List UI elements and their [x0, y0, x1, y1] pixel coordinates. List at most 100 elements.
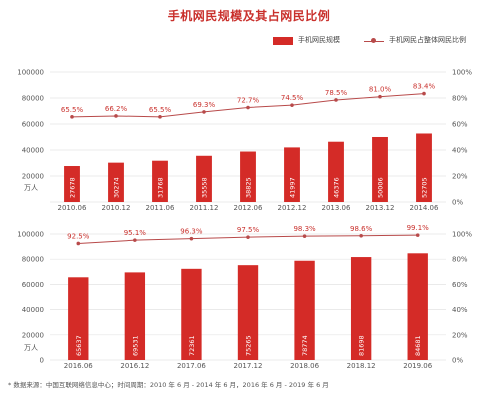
panel2-bar-value-label: 84681	[414, 335, 422, 356]
panel2-y2-tick-label: 40%	[452, 306, 468, 314]
panel2-x-tick-label: 2019.06	[403, 362, 432, 370]
panel2-ratio-point	[415, 233, 420, 237]
panel1-y-tick-label: 60000	[22, 121, 44, 129]
panel1-ratio-point	[114, 114, 118, 118]
panel2-x-tick-label: 2017.06	[177, 362, 206, 370]
panel1-bar-value-label: 38825	[245, 177, 253, 198]
panel1-x-tick-label: 2011.12	[190, 204, 219, 212]
panel2-y-tick-label: 100000	[17, 231, 44, 239]
panel1-x-tick-label: 2012.06	[234, 204, 263, 212]
source-footnote: * 数据来源：中国互联网络信息中心；时间周期：2010 年 6 月 - 2014…	[8, 381, 329, 389]
panel2-bar	[181, 268, 202, 360]
panel1-x-tick-label: 2014.06	[410, 204, 439, 212]
panel1-y2-tick-label: 100%	[452, 69, 472, 77]
panel2-bar-value-label: 69531	[131, 335, 139, 356]
panel1-bar	[64, 166, 80, 202]
panel1-bar-value-label: 27678	[69, 177, 77, 198]
panel2-y2-tick-label: 100%	[452, 231, 472, 239]
panel1-y2-tick-label: 60%	[452, 121, 468, 129]
panel1-ratio-label: 78.5%	[325, 89, 348, 97]
panel2-y2-tick-label: 20%	[452, 331, 468, 339]
panel2-bar-value-label: 78774	[301, 335, 309, 356]
panel1-ratio-label: 66.2%	[105, 105, 128, 113]
panel2-ratio-label: 96.3%	[180, 228, 203, 236]
panel2-bar-value-label: 75265	[245, 335, 253, 356]
legend-line-marker	[371, 38, 376, 43]
panel2-y2-tick-label: 60%	[452, 281, 468, 289]
panel2-x-tick-label: 2016.12	[120, 362, 149, 370]
panel2-y-tick-label: 80000	[22, 256, 44, 264]
chart-title: 手机网民规模及其占网民比例	[167, 9, 331, 23]
panel2-x-tick-label: 2016.06	[64, 362, 93, 370]
panel2-bar	[294, 260, 315, 360]
panel1-bar-value-label: 52705	[421, 177, 429, 198]
panel1-ratio-point	[246, 105, 250, 110]
panel2-x-tick-label: 2018.12	[347, 362, 376, 370]
panel1-x-tick-label: 2013.12	[366, 204, 395, 212]
panel1-x-tick-label: 2010.12	[102, 204, 131, 212]
panel1-bar	[152, 160, 168, 202]
panel2-ratio-point	[76, 241, 81, 246]
panel2-x-tick-label: 2017.12	[234, 362, 263, 370]
panel1-bar-value-label: 41997	[289, 177, 297, 198]
panel1-ratio-point	[290, 103, 294, 107]
legend-line-label: 手机网民占整体网民比例	[389, 36, 466, 44]
panel1-bar	[372, 136, 388, 202]
panel1-bar-value-label: 31768	[157, 177, 165, 198]
panel2-y-tick-label: 40000	[22, 306, 44, 314]
panel1-bar-value-label: 35558	[201, 177, 209, 198]
panel2-bar-value-label: 72361	[188, 335, 196, 356]
panel1-ratio-point	[422, 91, 426, 96]
panel1-y-tick-label: 100000	[17, 69, 44, 77]
panel2-ratio-label: 99.1%	[407, 224, 430, 232]
panel1-x-tick-label: 2011.06	[146, 204, 175, 212]
panel1-ratio-point	[158, 115, 162, 119]
panel1-ratio-point	[378, 94, 382, 99]
panel2-ratio-point	[302, 234, 307, 238]
panel2-bar	[68, 277, 89, 360]
panel2-ratio-point	[189, 236, 194, 241]
panel1-ratio-point	[70, 115, 74, 119]
panel1-ratio-label: 65.5%	[149, 106, 172, 114]
panel2-ratio-label: 95.1%	[124, 229, 147, 237]
panel2-bar	[407, 253, 428, 360]
panel1-x-tick-label: 2013.06	[322, 204, 351, 212]
panel1-bar	[196, 155, 212, 202]
panel2-bar-value-label: 65637	[75, 335, 83, 356]
panel1-ratio-label: 65.5%	[61, 106, 84, 114]
panel2-ratio-point	[133, 238, 137, 242]
panel2-y2-tick-label: 80%	[452, 256, 468, 264]
panel2-y-unit-label: 万人	[24, 344, 38, 352]
panel1-ratio-label: 83.4%	[413, 83, 436, 91]
panel1-bar	[108, 162, 124, 202]
panel2-y2-tick-label: 0%	[452, 357, 463, 365]
panel1-y2-tick-label: 80%	[452, 95, 468, 103]
panel1-bar-value-label: 30274	[113, 177, 121, 198]
panel2-bar	[350, 257, 372, 360]
panel1-bar	[328, 141, 344, 202]
panel1-bar	[284, 147, 300, 202]
panel1-y-tick-label: 80000	[22, 95, 44, 103]
panel1-ratio-label: 81.0%	[369, 86, 392, 94]
panel2-ratio-label: 98.6%	[350, 225, 373, 233]
panel1-y-tick-label: 40000	[22, 147, 44, 155]
panel2-bar-value-label: 81698	[358, 335, 366, 356]
panel2-x-tick-label: 2018.06	[290, 362, 319, 370]
panel1-ratio-point	[202, 110, 206, 114]
panel1-x-tick-label: 2012.12	[278, 204, 307, 212]
panel1-bar-value-label: 46376	[333, 177, 341, 198]
panel2-y-tick-label: 60000	[22, 281, 44, 289]
panel1-y-tick-label: 20000	[22, 173, 44, 181]
panel1-y2-tick-label: 40%	[452, 147, 468, 155]
panel1-ratio-point	[334, 98, 338, 102]
panel1-x-tick-label: 2010.06	[58, 204, 87, 212]
panel2-bar	[237, 265, 259, 360]
panel1-ratio-label: 72.7%	[237, 96, 260, 104]
panel2-ratio-label: 97.5%	[237, 226, 260, 234]
panel2-y-tick-label: 0	[40, 357, 44, 365]
legend-bar-label: 手机网民规模	[298, 36, 340, 44]
panel2-ratio-point	[359, 233, 363, 238]
panel1-bar	[416, 133, 432, 202]
